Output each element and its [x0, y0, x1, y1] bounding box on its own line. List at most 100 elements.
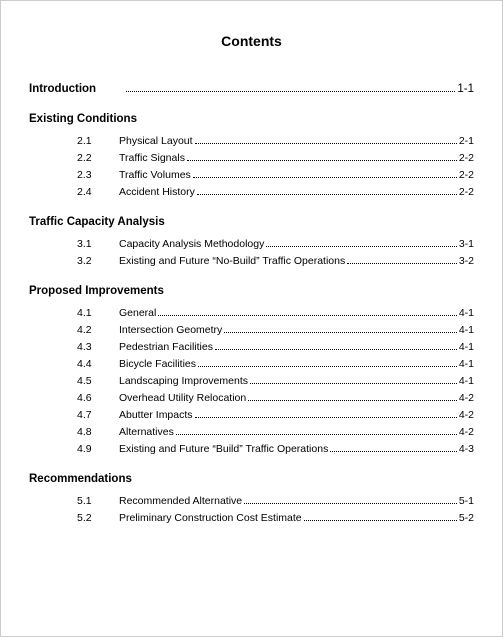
entry-number: 4.6 [77, 392, 119, 404]
toc-entry: 4.7Abutter Impacts 4-2 [29, 409, 474, 421]
entry-title: Physical Layout [119, 135, 193, 147]
entry-title: Accident History [119, 186, 195, 198]
toc-section: Introduction 1-1 [29, 83, 474, 95]
entry-number: 4.4 [77, 358, 119, 370]
entry-number: 3.1 [77, 238, 119, 250]
entry-number: 4.1 [77, 307, 119, 319]
entry-page: 2-1 [459, 135, 474, 147]
entry-title: Preliminary Construction Cost Estimate [119, 512, 302, 524]
toc-entry: 4.3Pedestrian Facilities 4-1 [29, 341, 474, 353]
entry-number: 4.8 [77, 426, 119, 438]
leader-dots [250, 383, 457, 384]
entry-page: 3-1 [459, 238, 474, 250]
toc-entry: 4.9Existing and Future “Build” Traffic O… [29, 443, 474, 455]
entry-title: Pedestrian Facilities [119, 341, 213, 353]
entry-number: 2.4 [77, 186, 119, 198]
entry-title: Alternatives [119, 426, 174, 438]
entry-page: 2-2 [459, 169, 474, 181]
entry-page: 4-2 [459, 409, 474, 421]
toc-entry: 4.4Bicycle Facilities 4-1 [29, 358, 474, 370]
entry-number: 5.1 [77, 495, 119, 507]
entry-title: Recommended Alternative [119, 495, 242, 507]
toc-entry: 2.4Accident History 2-2 [29, 186, 474, 198]
page: Contents Introduction 1-1 Existing Conditi… [0, 0, 503, 637]
toc-entry: 5.1Recommended Alternative 5-1 [29, 495, 474, 507]
entry-number: 4.9 [77, 443, 119, 455]
leader-dots [193, 177, 457, 178]
leader-dots [195, 143, 457, 144]
leader-dots [248, 400, 457, 401]
entry-title: Abutter Impacts [119, 409, 193, 421]
entry-number: 5.2 [77, 512, 119, 524]
entry-number: 2.2 [77, 152, 119, 164]
entry-page: 4-1 [459, 375, 474, 387]
entry-page: 4-2 [459, 426, 474, 438]
toc-section: Proposed Improvements4.1General4-14.2Int… [29, 285, 474, 455]
toc-entry: 4.5Landscaping Improvements 4-1 [29, 375, 474, 387]
entry-page: 4-1 [459, 307, 474, 319]
leader-dots [197, 194, 457, 195]
entry-page: 2-2 [459, 186, 474, 198]
entry-number: 4.7 [77, 409, 119, 421]
toc-entry: 2.2Traffic Signals 2-2 [29, 152, 474, 164]
toc-entry: 2.3Traffic Volumes 2-2 [29, 169, 474, 181]
entry-page: 4-1 [459, 341, 474, 353]
leader-dots [198, 366, 457, 367]
toc-section: Existing Conditions 2.1Physical Layout 2-1… [29, 113, 474, 198]
toc-entry: 4.1General 4-1 [29, 307, 474, 319]
entry-page: 5-1 [459, 495, 474, 507]
leader-dots [158, 315, 456, 316]
toc-entry: 3.1Capacity Analysis Methodology 3-1 [29, 238, 474, 250]
section-header: Existing Conditions [29, 113, 474, 125]
entry-title: Overhead Utility Relocation [119, 392, 246, 404]
toc-entry: 4.8Alternatives 4-2 [29, 426, 474, 438]
entry-page: 3-2 [459, 255, 474, 267]
entry-page: 1-1 [457, 83, 474, 95]
toc-inline-row: Introduction 1-1 [29, 83, 474, 95]
entry-page: 4-2 [459, 392, 474, 404]
entry-title: Existing and Future “No-Build” Traffic O… [119, 255, 345, 267]
toc-entry: 3.2Existing and Future “No-Build” Traffi… [29, 255, 474, 267]
entry-title: Traffic Signals [119, 152, 185, 164]
toc-section: Traffic Capacity Analysis 3.1Capacity Ana… [29, 216, 474, 267]
leader-dots [215, 349, 457, 350]
entry-number: 2.3 [77, 169, 119, 181]
entry-page: 4-1 [459, 358, 474, 370]
toc-entry: 5.2Preliminary Construction Cost Estimat… [29, 512, 474, 524]
leader-dots [195, 417, 457, 418]
leader-dots [347, 263, 457, 264]
entry-page: 4-3 [459, 443, 474, 455]
entry-page: 5-2 [459, 512, 474, 524]
entry-number: 4.2 [77, 324, 119, 336]
toc-entry: 4.2Intersection Geometry 4-1 [29, 324, 474, 336]
leader-dots [330, 451, 456, 452]
leader-dots [304, 520, 457, 521]
entry-number: 4.5 [77, 375, 119, 387]
leader-dots [244, 503, 457, 504]
entry-title: Intersection Geometry [119, 324, 222, 336]
toc-body: Introduction 1-1 Existing Conditions 2.1Phy… [29, 83, 474, 524]
entry-number: 4.3 [77, 341, 119, 353]
section-header: Introduction [29, 83, 96, 95]
leader-dots [126, 91, 455, 92]
section-header: Proposed Improvements [29, 285, 474, 297]
entry-title: Capacity Analysis Methodology [119, 238, 264, 250]
toc-section: Recommendations 5.1Recommended Alternativ… [29, 473, 474, 524]
entry-title: Bicycle Facilities [119, 358, 196, 370]
page-title: Contents [29, 33, 474, 49]
entry-page: 2-2 [459, 152, 474, 164]
toc-entry: 4.6Overhead Utility Relocation 4-2 [29, 392, 474, 404]
entry-number: 3.2 [77, 255, 119, 267]
entry-number: 2.1 [77, 135, 119, 147]
entry-page: 4-1 [459, 324, 474, 336]
leader-dots [266, 246, 456, 247]
entry-title: Existing and Future “Build” Traffic Oper… [119, 443, 328, 455]
entry-title: General [119, 307, 156, 319]
section-header: Traffic Capacity Analysis [29, 216, 474, 228]
leader-dots [224, 332, 457, 333]
leader-dots [187, 160, 457, 161]
entry-title: Landscaping Improvements [119, 375, 248, 387]
section-header: Recommendations [29, 473, 474, 485]
toc-entry: 2.1Physical Layout 2-1 [29, 135, 474, 147]
entry-title: Traffic Volumes [119, 169, 191, 181]
